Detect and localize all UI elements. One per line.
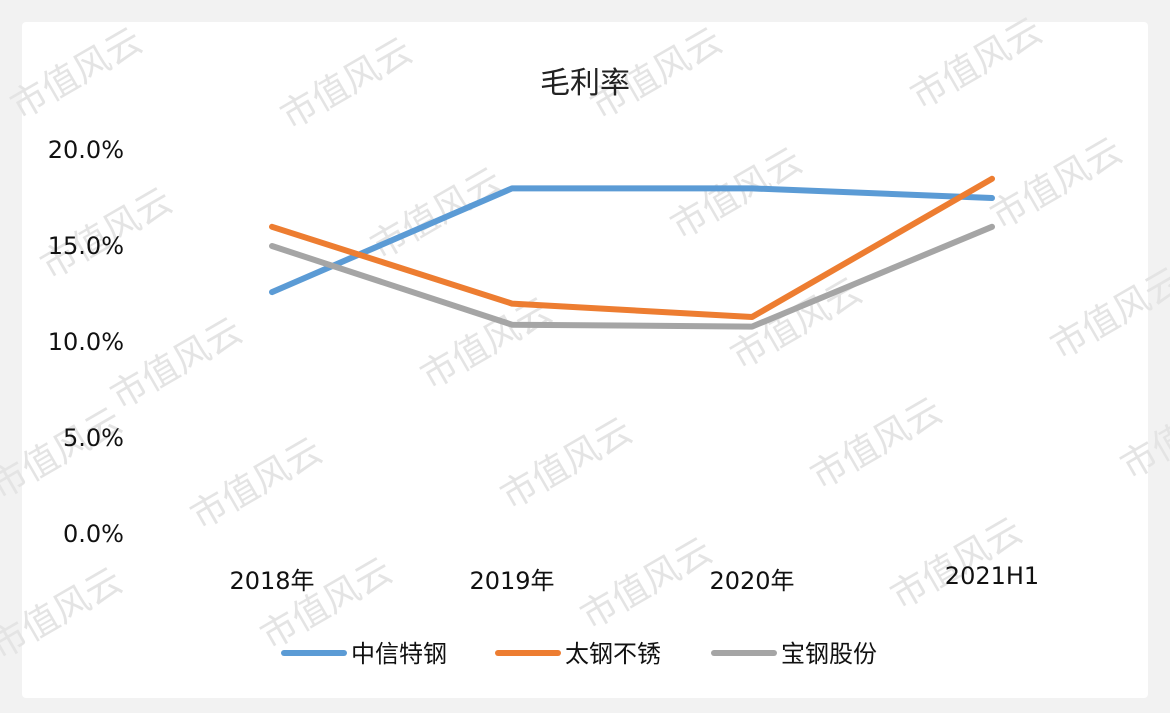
y-tick-label: 10.0% <box>48 328 124 356</box>
series-line-2 <box>269 223 995 330</box>
series-line-0 <box>269 185 995 296</box>
y-tick-label: 20.0% <box>48 136 124 164</box>
legend-label-2: 宝钢股份 <box>781 640 877 668</box>
x-tick-label: 2020年 <box>709 567 794 595</box>
x-tick-label: 2018年 <box>229 567 314 595</box>
y-tick-label: 15.0% <box>48 232 124 260</box>
x-tick-label: 2019年 <box>469 567 554 595</box>
series-line-1 <box>269 175 995 320</box>
legend: 中信特钢 太钢不锈 宝钢股份 <box>281 640 877 668</box>
x-axis-ticks: 2018年 2019年 2020年 2021H1 <box>229 562 1039 595</box>
y-axis-ticks: 20.0% 15.0% 10.0% 5.0% 0.0% <box>48 136 124 548</box>
series-lines <box>269 175 995 330</box>
y-tick-label: 0.0% <box>63 520 124 548</box>
chart-panel <box>22 22 1148 698</box>
legend-label-1: 太钢不锈 <box>565 640 661 668</box>
chart-title: 毛利率 <box>540 66 630 101</box>
legend-label-0: 中信特钢 <box>351 640 447 668</box>
x-tick-label: 2021H1 <box>945 562 1039 590</box>
y-tick-label: 5.0% <box>63 424 124 452</box>
